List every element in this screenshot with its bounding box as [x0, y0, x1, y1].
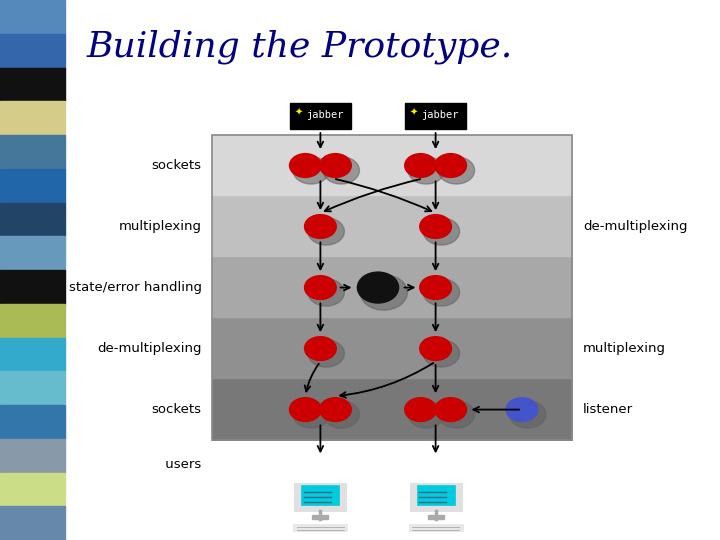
Bar	[0, 507, 65, 540]
Circle shape	[408, 157, 444, 184]
Bar	[416, 485, 455, 504]
Bar	[405, 103, 467, 129]
Bar	[0, 372, 65, 405]
Text: ✦: ✦	[409, 108, 418, 118]
Bar	[294, 524, 347, 531]
Text: users: users	[161, 458, 202, 471]
Text: jabber: jabber	[305, 110, 343, 120]
Bar	[212, 257, 572, 318]
Circle shape	[423, 218, 459, 245]
Bar	[212, 379, 572, 440]
Circle shape	[405, 153, 436, 177]
Text: listener: listener	[583, 403, 634, 416]
Circle shape	[420, 214, 451, 238]
Bar	[0, 438, 65, 472]
Bar	[0, 202, 65, 237]
Circle shape	[293, 157, 329, 184]
Text: multiplexing: multiplexing	[583, 342, 666, 355]
Bar	[212, 135, 572, 196]
Circle shape	[323, 157, 359, 184]
Circle shape	[435, 153, 467, 177]
Circle shape	[289, 397, 321, 421]
Circle shape	[510, 401, 546, 428]
Text: de-multiplexing: de-multiplexing	[583, 220, 688, 233]
Bar	[301, 485, 339, 504]
Bar	[0, 102, 65, 135]
Bar	[0, 168, 65, 202]
Circle shape	[323, 401, 359, 428]
Bar	[212, 196, 572, 257]
Circle shape	[289, 153, 321, 177]
Circle shape	[506, 397, 538, 421]
Bar	[428, 515, 444, 519]
Bar	[0, 270, 65, 303]
Text: sockets: sockets	[152, 159, 202, 172]
Bar	[0, 338, 65, 372]
Circle shape	[308, 340, 344, 367]
Bar	[0, 33, 65, 68]
Bar	[410, 483, 462, 511]
Text: sockets: sockets	[152, 403, 202, 416]
Circle shape	[293, 401, 329, 428]
Bar	[0, 303, 65, 338]
Circle shape	[438, 401, 474, 428]
Bar	[0, 135, 65, 168]
Circle shape	[405, 397, 436, 421]
Bar	[289, 103, 351, 129]
Circle shape	[305, 275, 336, 299]
Circle shape	[305, 337, 336, 361]
Circle shape	[423, 279, 459, 306]
Bar	[0, 68, 65, 102]
Circle shape	[423, 340, 459, 367]
Circle shape	[308, 218, 344, 245]
Circle shape	[408, 401, 444, 428]
Circle shape	[357, 272, 399, 303]
Text: ✦: ✦	[294, 108, 302, 118]
Bar	[294, 483, 346, 511]
Circle shape	[438, 157, 474, 184]
Bar	[0, 405, 65, 438]
Circle shape	[308, 279, 344, 306]
Text: multiplexing: multiplexing	[119, 220, 202, 233]
Text: de-multiplexing: de-multiplexing	[97, 342, 202, 355]
Circle shape	[320, 397, 351, 421]
Circle shape	[420, 337, 451, 361]
Bar	[212, 135, 572, 440]
Text: jabber: jabber	[420, 110, 459, 120]
Text: Building the Prototype.: Building the Prototype.	[86, 30, 513, 64]
Circle shape	[435, 397, 467, 421]
Bar	[409, 524, 463, 531]
Bar	[212, 318, 572, 379]
Text: state/error handling: state/error handling	[68, 281, 202, 294]
Circle shape	[305, 214, 336, 238]
Circle shape	[320, 153, 351, 177]
Bar	[0, 472, 65, 507]
Bar	[312, 515, 328, 519]
Circle shape	[360, 275, 408, 310]
Circle shape	[420, 275, 451, 299]
Bar	[0, 237, 65, 270]
Bar	[0, 0, 65, 33]
